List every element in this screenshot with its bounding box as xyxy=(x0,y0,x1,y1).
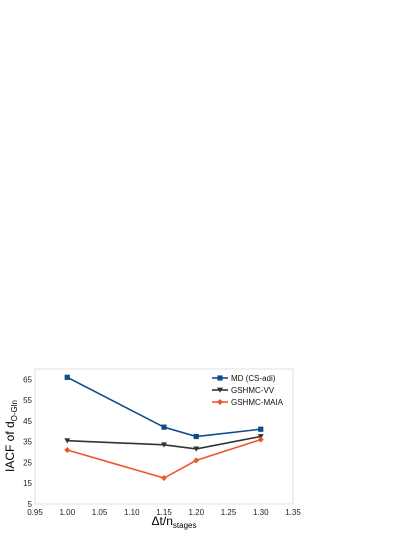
y-axis-title-subscript: O-Gln xyxy=(10,400,19,421)
data-point-series-1 xyxy=(258,426,264,432)
legend-swatch-marker-3 xyxy=(217,399,223,405)
x-axis-title-main: Δt/n xyxy=(152,514,173,528)
x-axis-title: Δt/nstages xyxy=(152,514,197,530)
legend-label-3: GSHMC-MAIA xyxy=(231,398,284,407)
series-line-2 xyxy=(67,435,261,450)
x-tick-label: 1.30 xyxy=(253,508,269,517)
data-point-series-3 xyxy=(193,457,200,464)
x-tick-label: 1.05 xyxy=(92,508,108,517)
data-point-series-3 xyxy=(257,436,264,443)
legend: MD (CS-adi) GSHMC-VV GSHMC-MAIA xyxy=(212,374,284,407)
series-line-3 xyxy=(67,438,261,479)
data-point-series-1 xyxy=(64,374,70,380)
x-tick-label: 1.15 xyxy=(156,508,172,517)
x-tick-label: 1.35 xyxy=(285,508,301,517)
data-point-series-2 xyxy=(64,438,71,444)
x-tick-label: 1.10 xyxy=(124,508,140,517)
y-tick-label: 35 xyxy=(23,438,32,447)
plot-area xyxy=(34,368,294,505)
data-point-series-3 xyxy=(161,475,167,482)
x-tick-label: 1.25 xyxy=(221,508,237,517)
series-line-1 xyxy=(66,376,261,438)
x-tick-label: 1.20 xyxy=(188,508,204,517)
x-tick-label: 1.00 xyxy=(59,508,75,517)
legend-label-1: MD (CS-adi) xyxy=(231,374,276,383)
y-tick-label: 25 xyxy=(23,458,32,467)
series-group xyxy=(64,374,264,482)
y-tick-label: 65 xyxy=(23,375,32,384)
x-tick-label: 0.95 xyxy=(27,508,43,517)
y-axis-title: IACF of dO-Gln xyxy=(3,400,19,472)
legend-label-2: GSHMC-VV xyxy=(231,386,275,395)
data-point-series-2 xyxy=(193,446,200,452)
legend-swatch-marker-2 xyxy=(217,387,223,393)
y-axis-ticks: 5 15 25 35 45 55 65 xyxy=(23,375,32,509)
y-tick-label: 5 xyxy=(28,500,33,509)
x-axis-ticks: 0.95 1.00 1.05 1.10 1.15 1.20 1.25 1.30 1.35 xyxy=(27,508,301,517)
y-tick-label: 55 xyxy=(23,396,32,405)
legend-swatch-marker-1 xyxy=(217,375,223,381)
data-point-series-1 xyxy=(161,424,167,430)
data-point-series-3 xyxy=(64,447,71,453)
data-point-series-2 xyxy=(161,442,167,448)
x-axis-title-subscript: stages xyxy=(173,521,197,530)
y-tick-label: 45 xyxy=(23,417,32,426)
data-point-series-1 xyxy=(193,433,199,440)
y-tick-label: 15 xyxy=(23,479,32,488)
y-axis-title-main: IACF of d xyxy=(3,421,17,472)
